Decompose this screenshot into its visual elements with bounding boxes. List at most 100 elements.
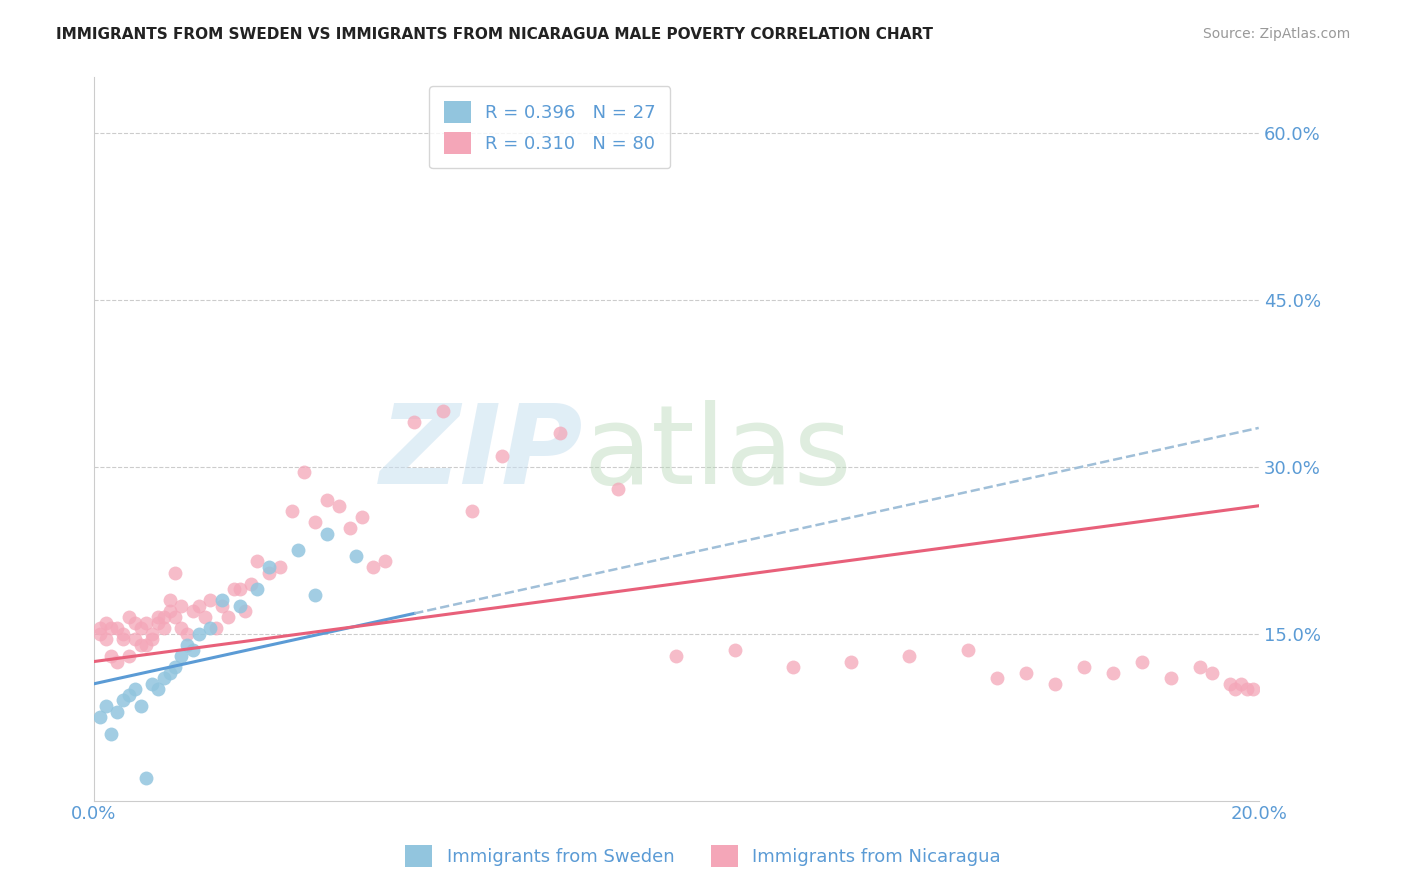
Point — [246, 554, 269, 568]
Text: ZIP: ZIP — [380, 400, 583, 507]
Point — [1219, 677, 1241, 691]
Point — [404, 415, 426, 429]
Point — [146, 610, 169, 624]
Point — [1241, 682, 1264, 697]
Point — [153, 671, 176, 685]
Point — [159, 605, 181, 619]
Point — [124, 682, 146, 697]
Point — [200, 621, 222, 635]
Point — [548, 426, 571, 441]
Point — [135, 638, 157, 652]
Point — [112, 626, 135, 640]
Point — [782, 660, 804, 674]
Point — [292, 466, 315, 480]
Point — [118, 688, 141, 702]
Point — [170, 599, 193, 613]
Point — [200, 593, 222, 607]
Point — [228, 599, 250, 613]
Point — [205, 621, 228, 635]
Legend: Immigrants from Sweden, Immigrants from Nicaragua: Immigrants from Sweden, Immigrants from … — [398, 838, 1008, 874]
Point — [607, 482, 630, 496]
Point — [315, 493, 337, 508]
Point — [315, 526, 337, 541]
Point — [94, 699, 117, 714]
Point — [665, 648, 688, 663]
Point — [165, 660, 187, 674]
Point — [112, 632, 135, 647]
Point — [100, 621, 122, 635]
Point — [135, 615, 157, 630]
Point — [1015, 665, 1038, 680]
Point — [159, 665, 181, 680]
Point — [1230, 677, 1253, 691]
Point — [1189, 660, 1212, 674]
Point — [211, 593, 233, 607]
Point — [141, 677, 163, 691]
Point — [187, 599, 209, 613]
Point — [228, 582, 250, 597]
Point — [1225, 682, 1247, 697]
Point — [146, 682, 169, 697]
Legend: R = 0.396   N = 27, R = 0.310   N = 80: R = 0.396 N = 27, R = 0.310 N = 80 — [429, 87, 671, 169]
Point — [124, 632, 146, 647]
Point — [432, 404, 454, 418]
Point — [839, 655, 862, 669]
Point — [100, 727, 122, 741]
Point — [269, 560, 291, 574]
Point — [986, 671, 1008, 685]
Point — [1073, 660, 1095, 674]
Point — [118, 648, 141, 663]
Point — [89, 626, 111, 640]
Point — [257, 566, 280, 580]
Point — [112, 693, 135, 707]
Point — [187, 626, 209, 640]
Point — [118, 610, 141, 624]
Point — [257, 560, 280, 574]
Point — [363, 560, 385, 574]
Point — [100, 648, 122, 663]
Point — [153, 621, 176, 635]
Point — [304, 588, 326, 602]
Point — [898, 648, 921, 663]
Point — [146, 615, 169, 630]
Point — [246, 582, 269, 597]
Point — [1160, 671, 1182, 685]
Point — [165, 566, 187, 580]
Point — [1201, 665, 1223, 680]
Point — [181, 605, 204, 619]
Point — [328, 499, 350, 513]
Point — [135, 772, 157, 786]
Point — [374, 554, 396, 568]
Point — [94, 632, 117, 647]
Point — [105, 705, 128, 719]
Point — [211, 599, 233, 613]
Point — [165, 610, 187, 624]
Point — [281, 504, 304, 518]
Point — [339, 521, 361, 535]
Text: Source: ZipAtlas.com: Source: ZipAtlas.com — [1202, 27, 1350, 41]
Point — [94, 615, 117, 630]
Point — [129, 699, 152, 714]
Point — [105, 621, 128, 635]
Point — [287, 543, 309, 558]
Point — [141, 626, 163, 640]
Text: atlas: atlas — [583, 400, 852, 507]
Point — [176, 638, 198, 652]
Point — [129, 638, 152, 652]
Point — [344, 549, 367, 563]
Point — [217, 610, 239, 624]
Point — [461, 504, 484, 518]
Point — [222, 582, 245, 597]
Point — [141, 632, 163, 647]
Point — [1043, 677, 1066, 691]
Point — [194, 610, 217, 624]
Point — [235, 605, 257, 619]
Point — [89, 621, 111, 635]
Point — [491, 449, 513, 463]
Point — [176, 626, 198, 640]
Point — [124, 615, 146, 630]
Point — [350, 509, 373, 524]
Point — [170, 621, 193, 635]
Point — [170, 648, 193, 663]
Point — [723, 643, 745, 657]
